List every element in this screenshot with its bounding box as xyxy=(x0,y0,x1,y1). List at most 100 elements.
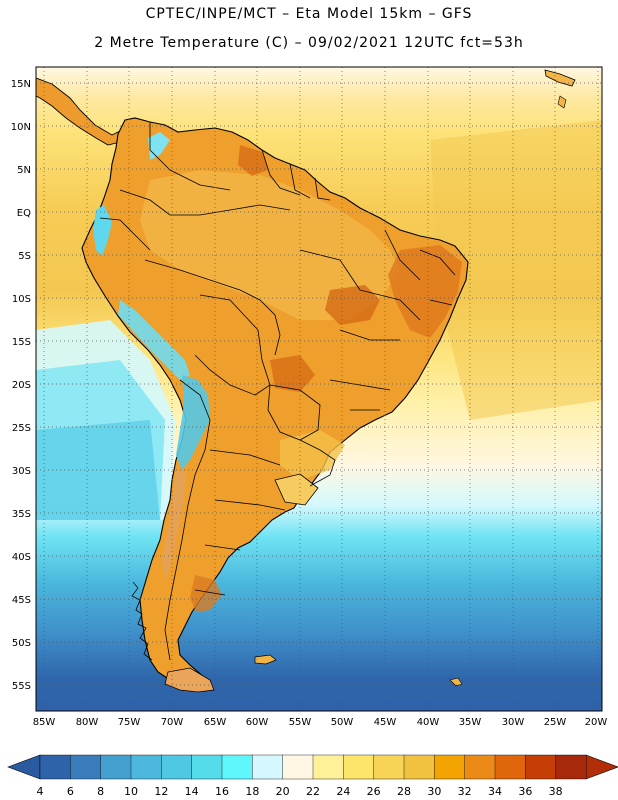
colorbar-swatch xyxy=(494,754,526,780)
lat-label-10s: 10S xyxy=(12,294,31,305)
south-atlantic-island xyxy=(449,677,463,687)
map-subtitle: 2 Metre Temperature (C) – 09/02/2021 12U… xyxy=(94,35,524,51)
plot-frame xyxy=(35,66,603,712)
lon-label-35w: 35W xyxy=(459,717,482,728)
caribbean-island xyxy=(544,69,576,87)
lat-label-35s: 35S xyxy=(12,509,31,520)
tierra-del-fuego xyxy=(164,667,215,693)
lat-label-20s: 20S xyxy=(12,380,31,391)
colorbar-low-arrow xyxy=(7,754,41,780)
colorbar-swatch xyxy=(39,754,71,780)
map-title: CPTEC/INPE/MCT – Eta Model 15km – GFS xyxy=(145,6,473,22)
lat-label-45s: 45S xyxy=(12,595,31,606)
patagonia-warm xyxy=(190,575,222,612)
lat-label-40s: 40S xyxy=(12,552,31,563)
lat-label-50s: 50S xyxy=(12,638,31,649)
lon-label-45w: 45W xyxy=(374,717,397,728)
map-plot-area xyxy=(36,67,602,711)
lon-label-30w: 30W xyxy=(502,717,525,728)
hot-venezuela xyxy=(238,145,268,176)
lat-axis: 15N 10N 5N EQ 5S 10S 15S 20S 25S 30S 35S… xyxy=(11,79,31,692)
colorbar-label: 10 xyxy=(124,785,138,798)
argentina-province-borders xyxy=(194,449,286,596)
colorbar-swatch xyxy=(130,754,162,780)
lon-label-75w: 75W xyxy=(118,717,141,728)
colorbar-swatch xyxy=(343,754,375,780)
border-colombia-venezuela xyxy=(149,122,231,191)
colorbar-label: 34 xyxy=(488,785,502,798)
lon-axis: 85W 80W 75W 70W 65W 60W 55W 50W 45W 40W … xyxy=(33,717,608,728)
lat-label-eq: EQ xyxy=(17,208,31,219)
border-paraguay xyxy=(267,384,321,441)
colorbar-swatch xyxy=(312,754,344,780)
hot-northeast-brazil xyxy=(388,245,462,338)
lat-label-30s: 30S xyxy=(12,466,31,477)
colorbar-swatch xyxy=(252,754,284,780)
lon-label-85w: 85W xyxy=(33,717,56,728)
chile-fjords xyxy=(135,599,153,661)
border-french-guiana xyxy=(314,177,331,201)
colorbar-swatch xyxy=(434,754,466,780)
lon-label-50w: 50W xyxy=(331,717,354,728)
falkland-islands xyxy=(254,654,277,665)
colorbar-label: 22 xyxy=(306,785,320,798)
border-peru-brazil xyxy=(144,259,281,356)
lon-label-80w: 80W xyxy=(76,717,99,728)
lon-label-60w: 60W xyxy=(246,717,269,728)
mild-south-brazil xyxy=(280,430,345,480)
colorbar-swatch xyxy=(100,754,132,780)
border-colombia-peru xyxy=(119,189,291,216)
chiloe-coast xyxy=(131,581,141,601)
colorbar-label: 14 xyxy=(185,785,199,798)
colorbar-label: 20 xyxy=(276,785,290,798)
brazil-state-borders xyxy=(299,229,421,411)
warm-atlantic-patch xyxy=(430,120,602,420)
lat-label-5s: 5S xyxy=(18,251,31,262)
border-ecuador xyxy=(99,217,151,251)
hot-paraguay xyxy=(270,355,315,392)
colorbar-swatch xyxy=(191,754,223,780)
colorbar-label: 28 xyxy=(397,785,411,798)
graticule xyxy=(36,67,602,711)
colorbar-swatch xyxy=(403,754,435,780)
lon-label-40w: 40W xyxy=(417,717,440,728)
lat-label-55s: 55S xyxy=(12,681,31,692)
caribbean-island-small xyxy=(557,95,567,109)
cold-current-core xyxy=(36,420,160,520)
lat-label-25s: 25S xyxy=(12,423,31,434)
colorbar-label: 24 xyxy=(336,785,350,798)
country-borders xyxy=(99,122,456,661)
colorbar-high-arrow xyxy=(585,754,618,780)
lat-label-5n: 5N xyxy=(17,165,31,176)
border-guyana xyxy=(261,149,301,196)
colorbar-label: 12 xyxy=(154,785,168,798)
colorbar-swatch xyxy=(161,754,193,780)
colorbar: 4 6 8 10 12 14 16 18 20 22 24 26 28 30 32 34 36 38 xyxy=(7,754,618,798)
lon-label-70w: 70W xyxy=(161,717,184,728)
colorbar-swatch xyxy=(464,754,496,780)
colorbar-label: 16 xyxy=(215,785,229,798)
central-america xyxy=(36,77,123,146)
hot-central-brazil xyxy=(325,285,380,325)
colorbar-label: 18 xyxy=(245,785,259,798)
uruguay-region xyxy=(274,473,319,506)
lat-label-10n: 10N xyxy=(11,122,31,133)
colorbar-label: 8 xyxy=(97,785,104,798)
lat-label-15n: 15N xyxy=(11,79,31,90)
border-chile-argentina xyxy=(164,379,211,661)
colorbar-swatch xyxy=(221,754,253,780)
colorbar-label: 4 xyxy=(37,785,44,798)
colorbar-label: 32 xyxy=(458,785,472,798)
lon-label-65w: 65W xyxy=(204,717,227,728)
colorbar-swatch xyxy=(555,754,587,780)
border-suriname xyxy=(289,163,311,199)
border-argentina-brazil xyxy=(299,439,336,487)
lat-label-15s: 15S xyxy=(12,337,31,348)
colorbar-label: 26 xyxy=(367,785,381,798)
colorbar-swatch xyxy=(525,754,557,780)
colorbar-label: 6 xyxy=(67,785,74,798)
lon-label-25w: 25W xyxy=(544,717,567,728)
colorbar-label: 30 xyxy=(427,785,441,798)
northeast-state-borders xyxy=(419,249,456,306)
